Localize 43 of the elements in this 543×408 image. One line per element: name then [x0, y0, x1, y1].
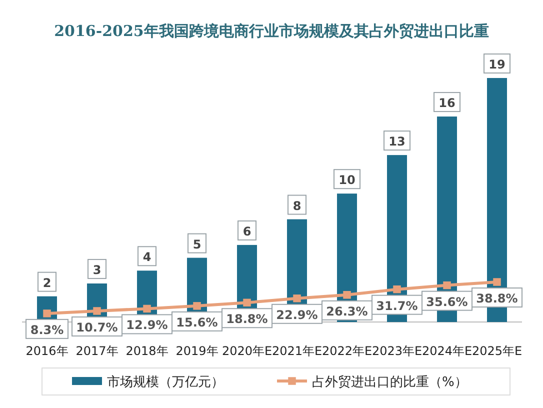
data-label: 8.3% — [30, 322, 64, 337]
data-label: 2 — [42, 276, 52, 290]
data-label: 3 — [92, 262, 102, 277]
point — [493, 278, 501, 286]
data-label: 5 — [192, 237, 202, 252]
data-label: 26.3% — [326, 304, 368, 318]
data-label: 35.6% — [426, 294, 468, 309]
point — [93, 307, 101, 315]
x-tick-label: 2017年 — [76, 344, 118, 358]
data-label: 22.9% — [276, 308, 318, 322]
data-label: 12.9% — [126, 318, 168, 332]
data-label: 6 — [242, 224, 252, 238]
data-label: 10 — [338, 173, 356, 188]
data-label: 19 — [488, 58, 506, 72]
x-tick-label: 2016年 — [26, 344, 68, 358]
data-label: 10.7% — [76, 320, 118, 334]
data-label: 38.8% — [476, 292, 518, 306]
point — [443, 281, 451, 290]
x-tick-label: 2024年E — [422, 344, 472, 358]
x-tick-label: 2020年E — [222, 344, 272, 358]
x-tick-label: 2018年 — [126, 344, 168, 358]
legend-label: 市场规模（万亿元） — [107, 375, 224, 390]
legend-label: 占外贸进出口的比重（%） — [312, 375, 468, 390]
point — [343, 291, 351, 299]
point — [43, 310, 51, 318]
x-tick-label: 2022年E — [322, 344, 372, 358]
x-tick-label: 2019年 — [176, 344, 218, 358]
data-label: 18.8% — [226, 312, 268, 326]
x-tick-label: 2025年E — [472, 344, 522, 358]
point — [293, 294, 301, 302]
chart-title: 2016-2025年我国跨境电商行业市场规模及其占外贸进出口比重 — [54, 22, 489, 40]
data-label: 8 — [292, 198, 302, 213]
data-label: 31.7% — [376, 298, 418, 313]
data-label: 15.6% — [176, 315, 218, 330]
x-tick-label: 2023年E — [372, 344, 422, 358]
data-label: 16 — [438, 96, 456, 110]
data-label: 4 — [142, 250, 152, 264]
point — [193, 302, 201, 310]
x-tick-label: 2021年E — [272, 344, 322, 358]
point — [243, 298, 251, 306]
point — [143, 304, 151, 313]
point — [393, 285, 401, 294]
data-label: 13 — [388, 134, 406, 149]
